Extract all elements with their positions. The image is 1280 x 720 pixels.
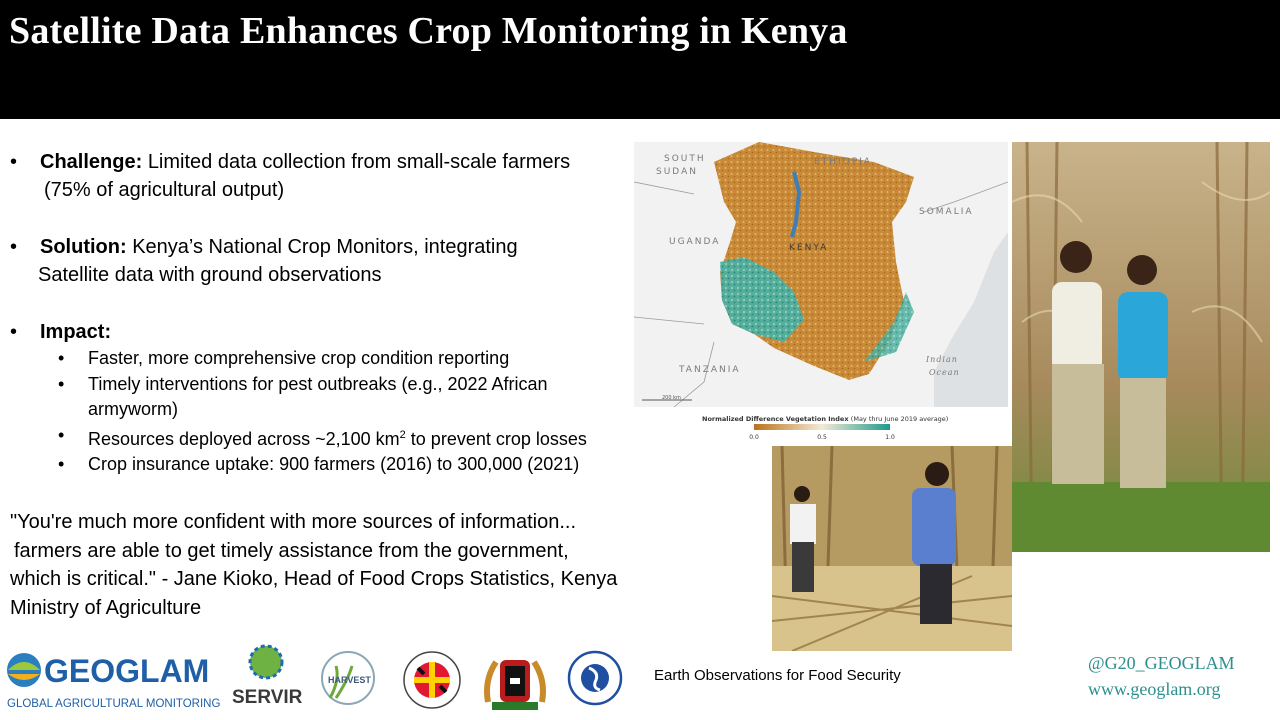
- challenge-label: Challenge:: [40, 151, 143, 173]
- impact-item: Crop insurance uptake: 900 farmers (2016…: [58, 452, 670, 478]
- solution-bullet: Solution: Kenya’s National Crop Monitors…: [10, 233, 670, 289]
- harvest-wordmark: HARVEST: [328, 675, 371, 685]
- legend-tick: 0.5: [817, 434, 827, 441]
- twitter-handle[interactable]: @G20_GEOGLAM: [1088, 653, 1235, 673]
- impact-item: Faster, more comprehensive crop conditio…: [58, 346, 670, 372]
- challenge-text-2: (75% of agricultural output): [44, 179, 285, 201]
- solution-label: Solution:: [40, 236, 127, 258]
- map-label-somalia: SOMALIA: [919, 207, 974, 217]
- website-link[interactable]: www.geoglam.org: [1088, 679, 1221, 699]
- map-label-ocean: Ocean: [929, 368, 960, 377]
- solution-text-2: Satellite data with ground observations: [38, 264, 382, 286]
- challenge-bullet: Challenge: Limited data collection from …: [10, 148, 670, 204]
- rcmrd-logo: [567, 650, 623, 706]
- kenya-ndvi-map: SOUTH SUDAN ETHIOPIA SOMALIA UGANDA KENY…: [634, 142, 1008, 441]
- tagline: Earth Observations for Food Security: [654, 667, 901, 684]
- bullet-list: Challenge: Limited data collection from …: [10, 148, 670, 478]
- geoglam-wordmark: GEOGLAM: [44, 653, 209, 689]
- map-scale: 200 km: [662, 395, 681, 401]
- legend-tick: 1.0: [885, 434, 895, 441]
- harvest-logo: HARVEST: [321, 651, 375, 705]
- legend-tick: 0.0: [749, 434, 759, 441]
- servir-wordmark: SERVIR: [232, 687, 303, 708]
- quote-line: farmers are able to get timely assistanc…: [14, 539, 569, 562]
- servir-logo: SERVIR: [232, 644, 303, 708]
- quote-line: "You're much more confident with more so…: [10, 511, 576, 533]
- impact-list: Faster, more comprehensive crop conditio…: [58, 346, 670, 478]
- map-label-ethiopia: ETHIOPIA: [814, 157, 872, 167]
- quote-line: Ministry of Agriculture: [10, 596, 202, 619]
- quote: "You're much more confident with more so…: [10, 508, 710, 622]
- kenya-coat-of-arms: [484, 660, 546, 710]
- impact-bullet: Impact:: [10, 318, 670, 346]
- impact-item: Resources deployed across ~2,100 km2 to …: [58, 423, 670, 453]
- partner-logos: GEOGLAM GLOBAL AGRICULTURAL MONITORING S…: [7, 644, 623, 710]
- contact-block: @G20_GEOGLAM www.geoglam.org: [1088, 650, 1235, 702]
- map-label-kenya: KENYA: [789, 243, 828, 253]
- geoglam-logo: GEOGLAM GLOBAL AGRICULTURAL MONITORING: [7, 653, 220, 710]
- photo-harvest: [772, 446, 1012, 651]
- geoglam-subtitle: GLOBAL AGRICULTURAL MONITORING: [7, 698, 220, 710]
- map-label-uganda: UGANDA: [669, 237, 720, 247]
- impact-label: Impact:: [40, 321, 112, 343]
- quote-line: which is critical." - Jane Kioko, Head o…: [10, 568, 618, 590]
- solution-text: Kenya’s National Crop Monitors, integrat…: [132, 236, 518, 258]
- map-label-indian: Indian: [925, 355, 958, 364]
- photo-farmers-maize: [1012, 142, 1270, 552]
- map-label-sudan: SUDAN: [656, 167, 698, 177]
- impact-item: Timely interventions for pest outbreaks …: [58, 372, 670, 423]
- page-title: Satellite Data Enhances Crop Monitoring …: [9, 10, 848, 52]
- challenge-text: Limited data collection from small-scale…: [147, 151, 571, 173]
- map-label-south: SOUTH: [664, 154, 706, 164]
- legend-gradient: [754, 424, 890, 430]
- legend-title: Normalized Difference Vegetation Index (…: [702, 415, 948, 423]
- title-bar: Satellite Data Enhances Crop Monitoring …: [0, 0, 1280, 119]
- map-label-tanzania: TANZANIA: [678, 365, 741, 375]
- umd-seal: [403, 651, 461, 709]
